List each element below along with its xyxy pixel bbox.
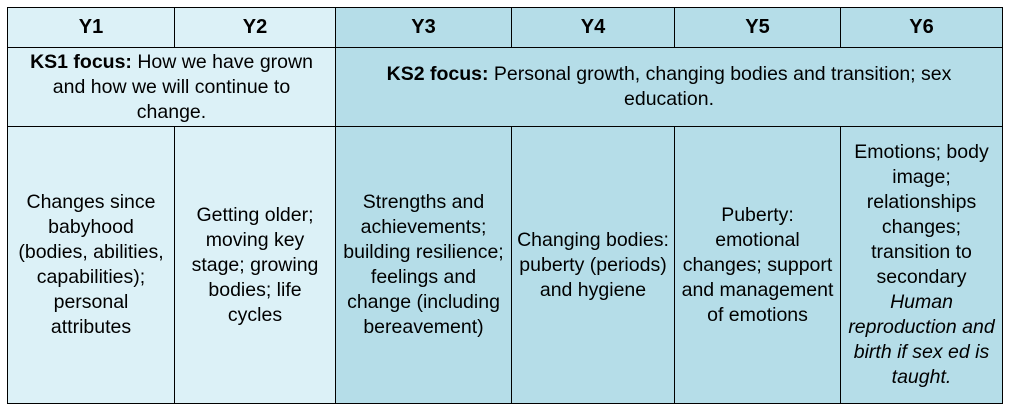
topic-cell-y4: Changing bodies: puberty (periods) and h… — [511, 126, 675, 404]
ks1-focus-cell: KS1 focus: How we have grown and how we … — [7, 47, 336, 127]
curriculum-table-container: Y1 Y2 Y3 Y4 Y5 Y6 KS1 focus: How we have… — [7, 7, 1003, 404]
topic-cell-y2: Getting older; moving key stage; growing… — [174, 126, 336, 404]
topic-text-y5: Puberty: emotional changes; support and … — [681, 203, 834, 326]
curriculum-table: Y1 Y2 Y3 Y4 Y5 Y6 KS1 focus: How we have… — [7, 7, 1003, 404]
year-header-y2: Y2 — [174, 7, 336, 48]
topic-cell-y1: Changes since babyhood (bodies, abilitie… — [7, 126, 175, 404]
topics-row: Changes since babyhood (bodies, abilitie… — [7, 126, 1003, 404]
ks2-focus-label: KS2 focus: — [386, 63, 489, 85]
year-header-y3: Y3 — [335, 7, 512, 48]
focus-row: KS1 focus: How we have grown and how we … — [7, 47, 1003, 127]
topic-text-y6: Emotions; body image; relationships chan… — [854, 141, 989, 288]
ks2-focus-text: Personal growth, changing bodies and tra… — [488, 63, 952, 110]
year-header-y6: Y6 — [840, 7, 1003, 48]
topic-cell-y3: Strengths and achievements; building res… — [335, 126, 512, 404]
ks2-focus-cell: KS2 focus: Personal growth, changing bod… — [335, 47, 1003, 127]
topic-text-y3: Strengths and achievements; building res… — [343, 191, 504, 338]
topic-text-y2: Getting older; moving key stage; growing… — [191, 203, 319, 326]
ks1-focus-text: How we have grown and how we will contin… — [52, 50, 313, 123]
topic-cell-y5: Puberty: emotional changes; support and … — [674, 126, 841, 404]
topic-text-y4: Changing bodies: puberty (periods) and h… — [517, 228, 669, 301]
topic-text-y6-sex-ed: Human reproduction and birth if sex ed i… — [848, 291, 995, 388]
topic-text-y1: Changes since babyhood (bodies, abilitie… — [18, 191, 164, 338]
topic-cell-y6: Emotions; body image; relationships chan… — [840, 126, 1003, 404]
year-header-y4: Y4 — [511, 7, 675, 48]
year-header-row: Y1 Y2 Y3 Y4 Y5 Y6 — [7, 7, 1003, 48]
ks1-focus-label: KS1 focus: — [30, 50, 132, 73]
year-header-y1: Y1 — [7, 7, 175, 48]
year-header-y5: Y5 — [674, 7, 841, 48]
